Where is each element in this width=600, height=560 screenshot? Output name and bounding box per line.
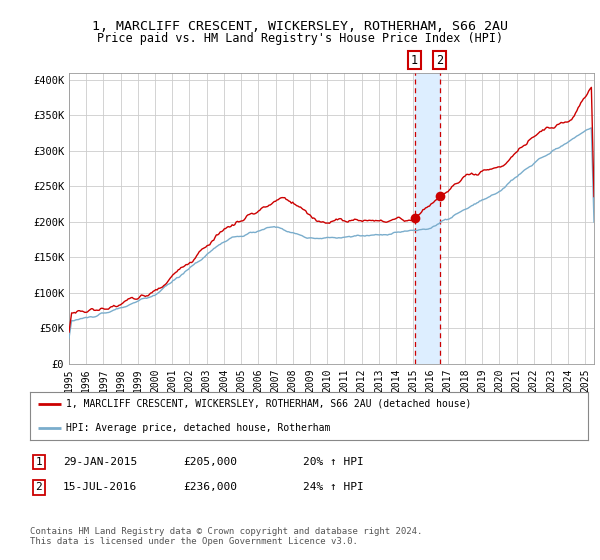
Text: Price paid vs. HM Land Registry's House Price Index (HPI): Price paid vs. HM Land Registry's House … — [97, 32, 503, 45]
Text: 29-JAN-2015: 29-JAN-2015 — [63, 457, 137, 467]
Text: 2: 2 — [436, 54, 443, 67]
Text: 20% ↑ HPI: 20% ↑ HPI — [303, 457, 364, 467]
Text: 1, MARCLIFF CRESCENT, WICKERSLEY, ROTHERHAM, S66 2AU (detached house): 1, MARCLIFF CRESCENT, WICKERSLEY, ROTHER… — [66, 399, 472, 409]
Text: 15-JUL-2016: 15-JUL-2016 — [63, 482, 137, 492]
Bar — [415, 73, 440, 364]
Text: 24% ↑ HPI: 24% ↑ HPI — [303, 482, 364, 492]
Text: £205,000: £205,000 — [183, 457, 237, 467]
Text: HPI: Average price, detached house, Rotherham: HPI: Average price, detached house, Roth… — [66, 423, 331, 433]
Text: 1: 1 — [35, 457, 43, 467]
Text: 1, MARCLIFF CRESCENT, WICKERSLEY, ROTHERHAM, S66 2AU: 1, MARCLIFF CRESCENT, WICKERSLEY, ROTHER… — [92, 20, 508, 32]
Text: Contains HM Land Registry data © Crown copyright and database right 2024.
This d: Contains HM Land Registry data © Crown c… — [30, 526, 422, 546]
Text: £236,000: £236,000 — [183, 482, 237, 492]
Text: 2: 2 — [35, 482, 43, 492]
Text: 1: 1 — [411, 54, 418, 67]
